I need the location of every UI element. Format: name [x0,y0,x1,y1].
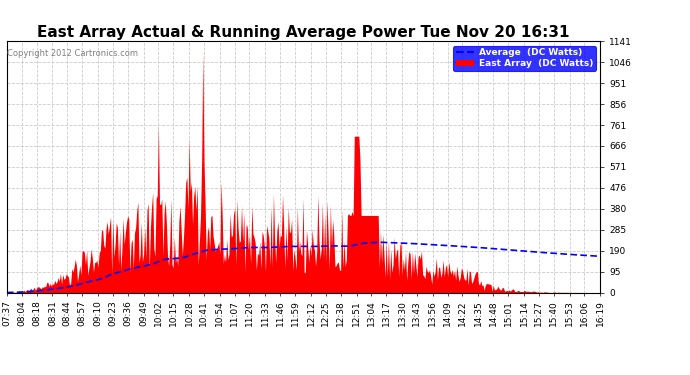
Text: Copyright 2012 Cartronics.com: Copyright 2012 Cartronics.com [8,49,139,58]
Legend: Average  (DC Watts), East Array  (DC Watts): Average (DC Watts), East Array (DC Watts… [453,46,595,70]
Title: East Array Actual & Running Average Power Tue Nov 20 16:31: East Array Actual & Running Average Powe… [37,25,570,40]
